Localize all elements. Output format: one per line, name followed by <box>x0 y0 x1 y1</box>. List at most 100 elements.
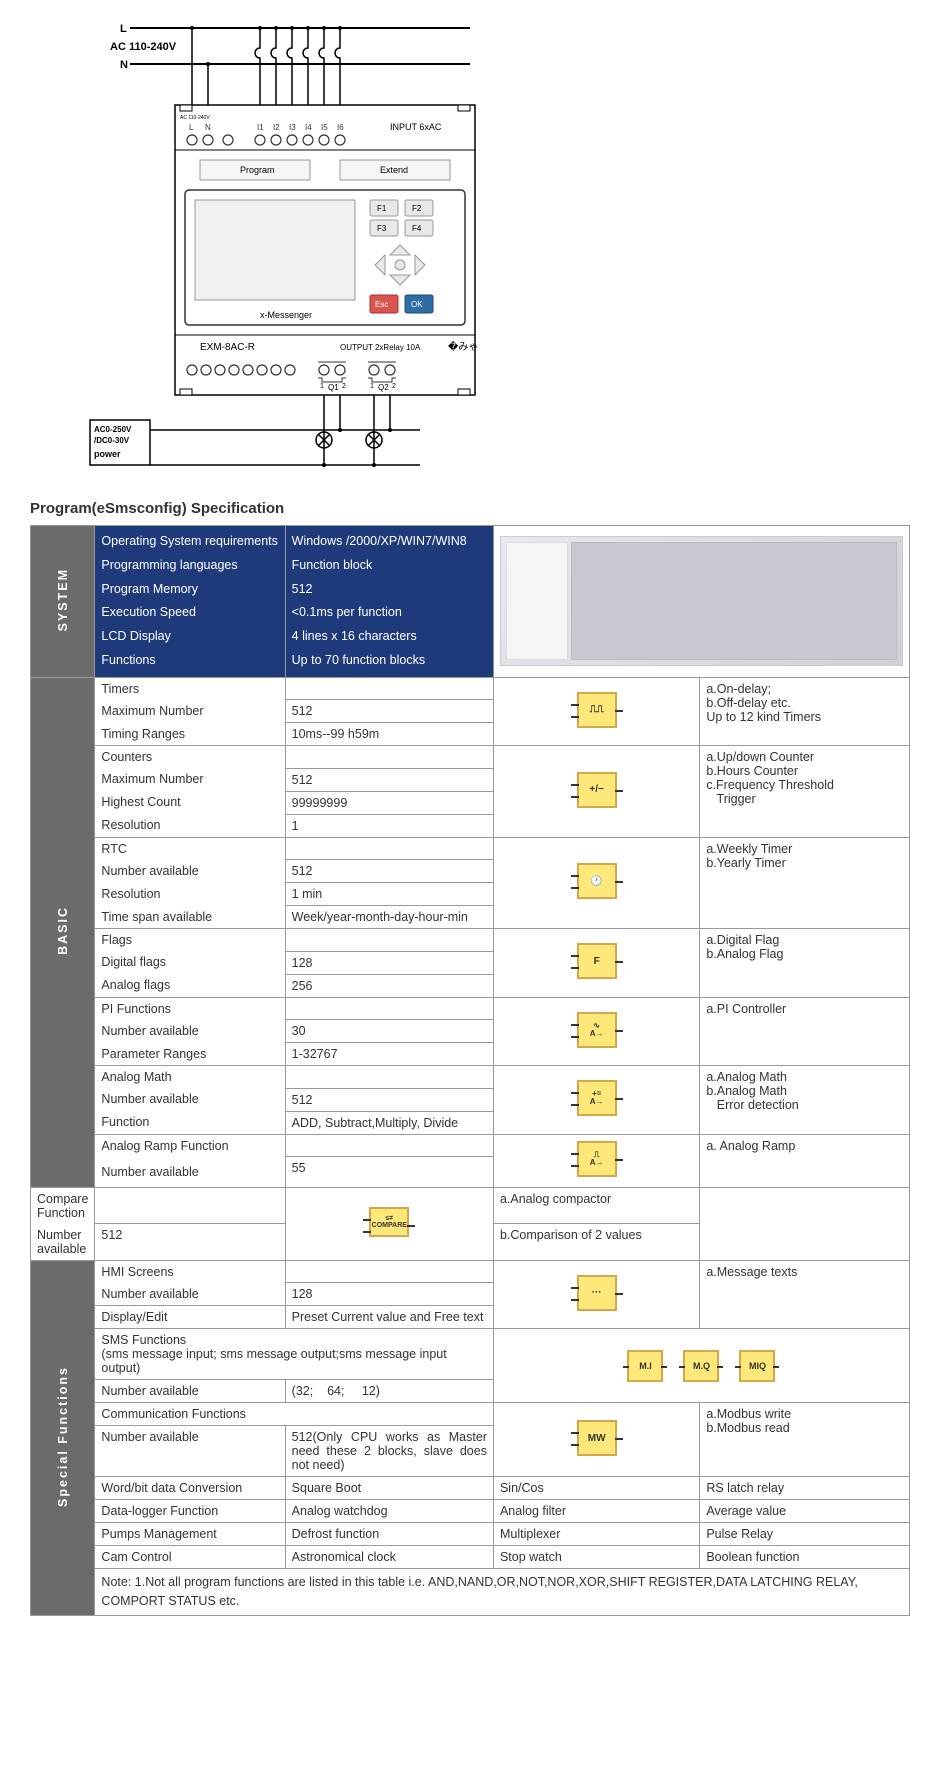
comm-d0: a.Modbus write <box>706 1407 903 1421</box>
timer-desc-2: Up to 12 kind Timers <box>706 710 903 724</box>
am-r0-v: 512 <box>285 1088 493 1111</box>
flag-icon: F <box>577 943 617 979</box>
compare-icon: ≤≠COMPARE <box>369 1207 409 1237</box>
pi-r0-v: 30 <box>285 1020 493 1043</box>
cnt-r0-v: 512 <box>285 768 493 791</box>
cnt-d0: a.Up/down Counter <box>706 750 903 764</box>
svg-text:OUTPUT 2xRelay 10A: OUTPUT 2xRelay 10A <box>340 343 421 352</box>
label-L: L <box>120 23 127 35</box>
spec-table: SYSTEM Operating System requirements Pro… <box>30 525 910 1616</box>
timer-desc-1: b.Off-delay etc. <box>706 696 903 710</box>
cmp-r0-v: 512 <box>95 1224 285 1261</box>
comm-r0-v: 512(Only CPU works as Master need these … <box>285 1426 493 1477</box>
rtc-r1-l: Resolution <box>95 883 285 906</box>
rmp-r0-v: 55 <box>285 1157 493 1188</box>
rtc-d1: b.Yearly Timer <box>706 856 903 870</box>
pi-d0: a.PI Controller <box>706 1002 903 1016</box>
svg-text:I2: I2 <box>273 123 280 132</box>
rtc-r2-l: Time span available <box>95 906 285 929</box>
label-N: N <box>120 59 128 71</box>
svg-text:1: 1 <box>320 383 324 390</box>
sys-val-1: Function block <box>292 554 487 578</box>
amath-icon: +=A→ <box>577 1080 617 1116</box>
svg-text:Extend: Extend <box>380 165 408 175</box>
rmp-r0-l: Number available <box>95 1157 285 1188</box>
am-d1: b.Analog Math <box>706 1084 903 1098</box>
cnt-r0-l: Maximum Number <box>95 768 285 791</box>
rtc-r2-v: Week/year-month-day-hour-min <box>285 906 493 929</box>
svg-text:AC0-250V: AC0-250V <box>94 425 132 434</box>
cmp-r0-l: Number available <box>31 1224 95 1261</box>
section-basic: BASIC <box>56 906 70 955</box>
rtc-r0-l: Number available <box>95 860 285 883</box>
svg-text:F2: F2 <box>412 204 422 213</box>
hmi-r1-l: Display/Edit <box>95 1306 285 1329</box>
timer-r1-l: Timing Ranges <box>95 723 285 746</box>
svg-text:INPUT 6xAC: INPUT 6xAC <box>390 122 442 132</box>
svg-text:�みゃ: �みゃ <box>448 340 478 353</box>
cmp-d0: a.Analog compactor <box>500 1192 693 1206</box>
misc-row-2: Pumps Management Defrost function Multip… <box>31 1523 910 1546</box>
sys-label-3: Execution Speed <box>101 601 278 625</box>
svg-text:I5: I5 <box>321 123 328 132</box>
pi-header: PI Functions <box>95 997 285 1020</box>
cnt-r1-v: 99999999 <box>285 791 493 814</box>
am-d2: Error detection <box>706 1098 903 1112</box>
svg-text:Q1: Q1 <box>328 383 339 392</box>
cnt-r1-l: Highest Count <box>95 791 285 814</box>
timers-header: Timers <box>95 677 285 700</box>
software-screenshot <box>500 536 903 666</box>
am-d0: a.Analog Math <box>706 1070 903 1084</box>
sys-label-5: Functions <box>101 649 278 673</box>
sys-label-0: Operating System requirements <box>101 530 278 554</box>
cnt-d3: Trigger <box>706 792 903 806</box>
counter-icon: +/− <box>577 772 617 808</box>
ramp-header: Analog Ramp Function <box>95 1134 285 1157</box>
svg-text:x-Messenger: x-Messenger <box>260 310 312 320</box>
pi-r1-v: 1-32767 <box>285 1043 493 1066</box>
rtc-d0: a.Weekly Timer <box>706 842 903 856</box>
sys-label-2: Program Memory <box>101 578 278 602</box>
counters-header: Counters <box>95 746 285 769</box>
rtc-r0-v: 512 <box>285 860 493 883</box>
flg-r1-l: Analog flags <box>95 974 285 997</box>
rmp-d0: a. Analog Ramp <box>706 1139 903 1153</box>
svg-text:2: 2 <box>342 383 346 390</box>
svg-text:N: N <box>205 123 211 132</box>
flg-r0-l: Digital flags <box>95 951 285 974</box>
rtc-header: RTC <box>95 837 285 860</box>
misc-row-0: Word/bit data Conversion Square Boot Sin… <box>31 1477 910 1500</box>
rtc-r1-v: 1 min <box>285 883 493 906</box>
misc-row-3: Cam Control Astronomical clock Stop watc… <box>31 1546 910 1569</box>
sys-val-0: Windows /2000/XP/WIN7/WIN8 <box>292 530 487 554</box>
svg-text:1: 1 <box>370 383 374 390</box>
sms-r0-v: (32; 64; 12) <box>285 1380 493 1403</box>
timer-r0-v: 512 <box>285 700 493 723</box>
hmi-r0-l: Number available <box>95 1283 285 1306</box>
sms-mi-icon: M.I <box>627 1350 663 1382</box>
hmi-r1-v: Preset Current value and Free text <box>285 1306 493 1329</box>
timer-r1-v: 10ms--99 h59m <box>285 723 493 746</box>
note: Note: 1.Not all program functions are li… <box>95 1569 910 1616</box>
timer-r0-l: Maximum Number <box>95 700 285 723</box>
pi-r0-l: Number available <box>95 1020 285 1043</box>
flags-header: Flags <box>95 929 285 952</box>
svg-text:AC 110-240V: AC 110-240V <box>180 115 210 121</box>
sys-label-1: Programming languages <box>101 554 278 578</box>
svg-text:I4: I4 <box>305 123 312 132</box>
section-special: Special Functions <box>56 1366 70 1507</box>
svg-text:L: L <box>189 123 194 132</box>
hmi-r0-v: 128 <box>285 1283 493 1306</box>
svg-text:F4: F4 <box>412 224 422 233</box>
label-voltage: AC 110-240V <box>110 41 177 53</box>
sms-miq-icon: MIQ <box>739 1350 775 1382</box>
wiring-diagram: L AC 110-240V N AC 110-240V LN I1I2 I3I4… <box>80 20 500 480</box>
timer-desc-0: a.On-delay; <box>706 682 903 696</box>
svg-text:Esc: Esc <box>375 300 388 309</box>
comm-header: Communication Functions <box>95 1403 494 1426</box>
svg-text:I1: I1 <box>257 123 264 132</box>
sms-mq-icon: M.Q <box>683 1350 719 1382</box>
svg-text:OK: OK <box>411 300 423 309</box>
flg-d1: b.Analog Flag <box>706 947 903 961</box>
cnt-r2-v: 1 <box>285 814 493 837</box>
